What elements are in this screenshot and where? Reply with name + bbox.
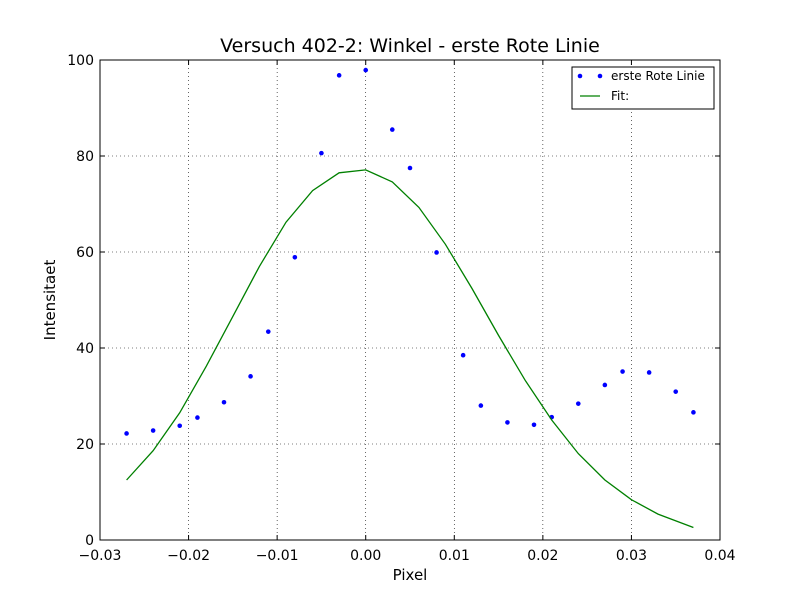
x-tick-label: 0.01	[439, 548, 470, 564]
data-point	[292, 254, 298, 260]
legend-entry-label: Fit:	[611, 89, 629, 103]
data-point	[620, 369, 625, 374]
data-point	[336, 73, 342, 78]
x-tick-label: 0.00	[350, 548, 381, 564]
data-point	[505, 420, 510, 425]
y-tick-label: 80	[76, 149, 94, 165]
data-point	[150, 428, 156, 433]
legend-box	[571, 66, 715, 110]
x-axis-label: Pixel	[393, 566, 428, 584]
data-point	[434, 250, 439, 255]
axis-ticks: −0.03 −0.02 −0.01 0.00 0.01 0.02 0.03 0.04 0 20 40…	[67, 53, 735, 564]
chart-title: Versuch 402-2: Winkel - erste Rote Linie	[220, 35, 600, 57]
y-tick-label: 20	[76, 437, 94, 453]
x-tick-label: 0.03	[616, 548, 647, 564]
data-point	[248, 374, 253, 379]
plot-frame	[99, 59, 721, 541]
data-point	[195, 415, 200, 420]
data-point	[221, 399, 227, 405]
data-point	[177, 423, 183, 429]
data-point	[531, 422, 537, 428]
data-point	[460, 352, 466, 358]
x-tick-label: −0.03	[79, 548, 122, 564]
data-point	[124, 431, 129, 436]
data-point	[389, 127, 395, 132]
data-point	[478, 403, 484, 408]
legend-marker	[597, 73, 603, 79]
y-tick-label: 100	[67, 53, 94, 69]
legend-entry-label: erste Rote Linie	[611, 69, 705, 83]
legend-marker	[577, 73, 583, 79]
x-tick-label: 0.02	[527, 548, 558, 564]
y-tick-label: 40	[76, 341, 94, 357]
data-point	[319, 150, 324, 156]
x-tick-label: −0.01	[256, 548, 299, 564]
legend: erste Rote Linie Fit:	[571, 66, 715, 110]
y-tick-label: 60	[76, 245, 94, 261]
data-point	[265, 329, 271, 334]
data-point	[363, 67, 369, 73]
x-tick-label: −0.02	[167, 548, 210, 564]
x-tick-label: 0.04	[704, 548, 735, 564]
data-point	[575, 401, 581, 406]
plot-series	[124, 67, 696, 529]
data-point	[646, 370, 652, 375]
y-axis-label: Intensitaet	[41, 260, 59, 341]
data-point	[673, 389, 679, 394]
data-point	[407, 165, 413, 171]
data-point	[691, 410, 696, 415]
grid-lines	[100, 60, 720, 540]
y-tick-label: 0	[85, 533, 94, 549]
fit-line	[126, 169, 694, 529]
data-point	[602, 382, 608, 388]
